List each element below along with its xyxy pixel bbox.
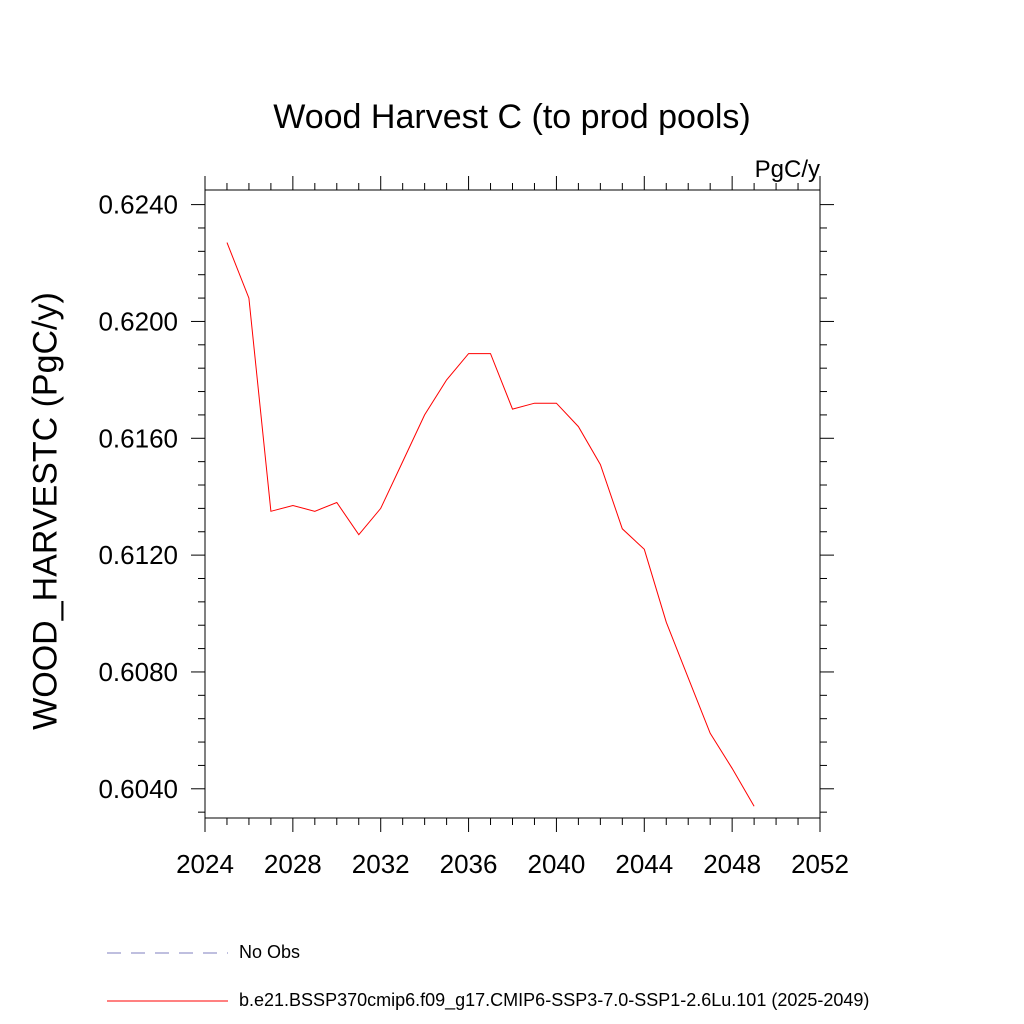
y-tick-label: 0.6200 [98, 306, 178, 336]
y-tick-label: 0.6160 [98, 423, 178, 453]
units-label: PgC/y [754, 156, 820, 183]
plot-frame [204, 189, 821, 819]
y-tick-label: 0.6080 [98, 657, 178, 687]
x-tick-label: 2024 [176, 849, 234, 879]
x-tick-label: 2036 [440, 849, 498, 879]
x-tick-label: 2048 [703, 849, 761, 879]
y-tick-label: 0.6120 [98, 540, 178, 570]
x-tick-label: 2044 [615, 849, 673, 879]
x-tick-label: 2028 [264, 849, 322, 879]
legend-label-model-run: b.e21.BSSP370cmip6.f09_g17.CMIP6-SSP3-7.… [239, 990, 870, 1010]
chart-title: Wood Harvest C (to prod pools) [273, 98, 751, 136]
series-line-0 [226, 242, 755, 807]
y-tick-label: 0.6240 [98, 190, 178, 220]
x-tick-label: 2032 [352, 849, 410, 879]
x-tick-label: 2040 [528, 849, 586, 879]
x-tick-label: 2052 [791, 849, 849, 879]
y-tick-label: 0.6040 [98, 774, 178, 804]
legend-label-no-obs: No Obs [239, 942, 301, 962]
